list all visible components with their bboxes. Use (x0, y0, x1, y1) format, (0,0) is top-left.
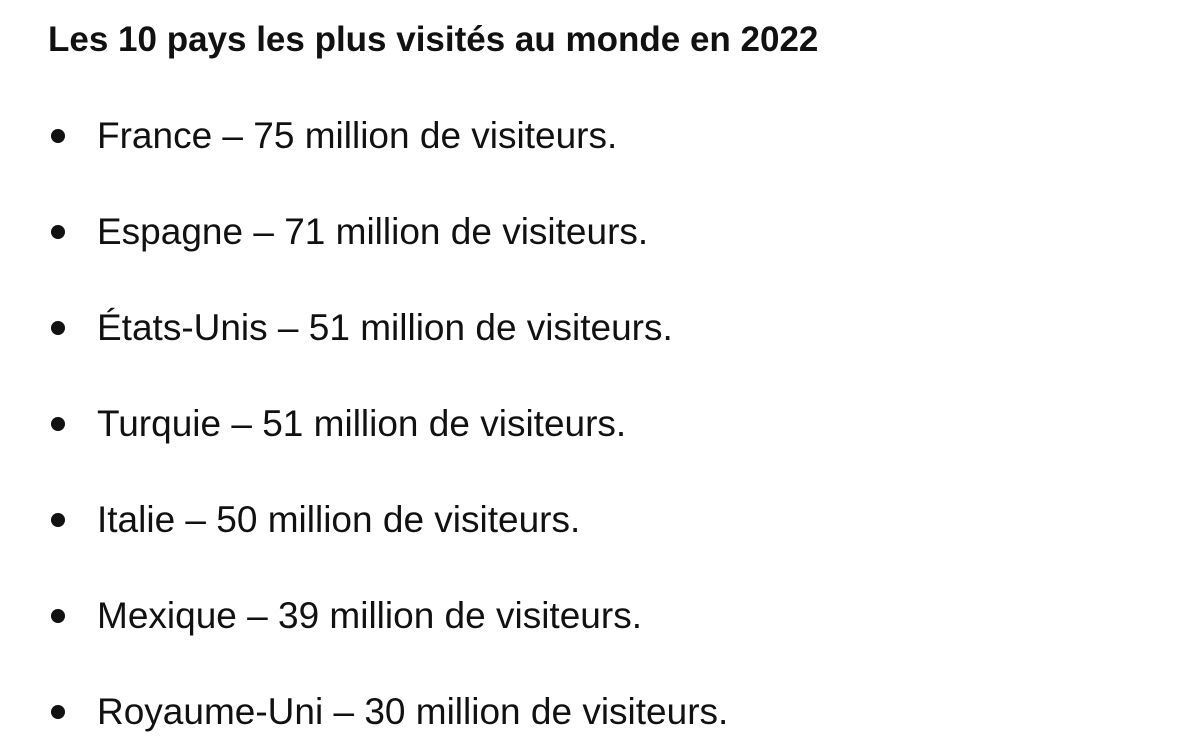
item-text: France – 75 million de visiteurs. (97, 115, 618, 156)
bullet (51, 129, 65, 143)
item-text: Italie – 50 million de visiteurs. (97, 499, 581, 540)
bullet (51, 417, 65, 431)
item-text: Turquie – 51 million de visiteurs. (97, 403, 627, 444)
list-item: États-Unis – 51 million de visiteurs. (0, 303, 1179, 353)
bullet (51, 225, 65, 239)
item-text: Espagne – 71 million de visiteurs. (97, 211, 649, 252)
list-item: Royaume-Uni – 30 million de visiteurs. (0, 687, 1179, 737)
bullet (51, 609, 65, 623)
item-text: Mexique – 39 million de visiteurs. (97, 595, 642, 636)
list-item: Espagne – 71 million de visiteurs. (0, 207, 1179, 257)
title: Les 10 pays les plus visités au monde en… (48, 20, 819, 59)
list-item: Italie – 50 million de visiteurs. (0, 495, 1179, 545)
bullet (51, 321, 65, 335)
list-item: France – 75 million de visiteurs. (0, 111, 1179, 161)
list-item: Turquie – 51 million de visiteurs. (0, 399, 1179, 449)
item-text: Royaume-Uni – 30 million de visiteurs. (97, 691, 729, 732)
bullet (51, 705, 65, 719)
list-item: Mexique – 39 million de visiteurs. (0, 591, 1179, 641)
item-text: États-Unis – 51 million de visiteurs. (97, 307, 673, 348)
bullet (51, 513, 65, 527)
